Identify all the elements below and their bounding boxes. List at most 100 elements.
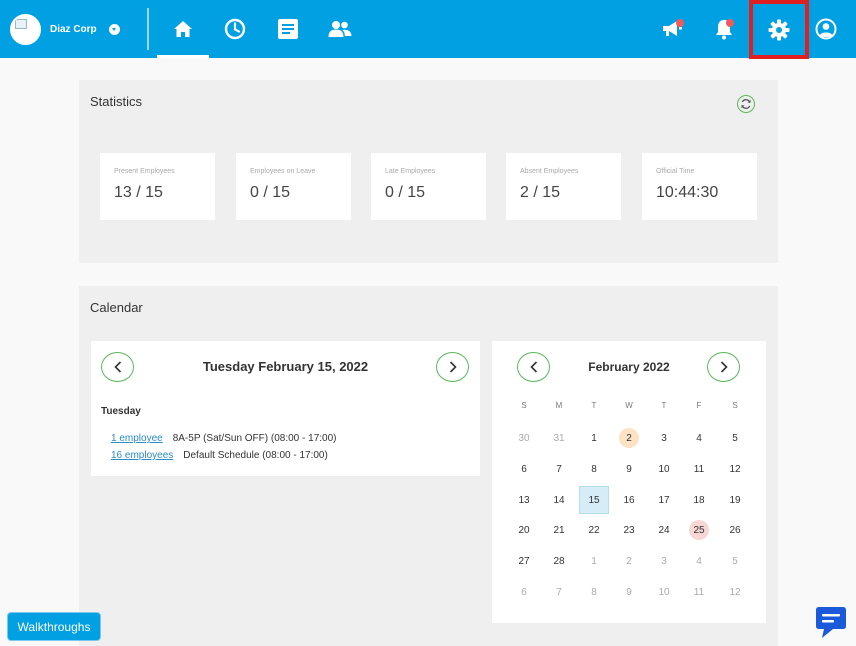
prev-month-button[interactable]: [517, 352, 550, 382]
calendar-day[interactable]: 12: [729, 586, 741, 598]
day-schedule-card: Tuesday February 15, 2022 Tuesday 1 empl…: [91, 341, 480, 476]
stat-card-late: Late Employees 0 / 15: [371, 153, 486, 220]
calendar-day[interactable]: 4: [696, 432, 702, 444]
weekday-label: F: [696, 401, 702, 410]
calendar-day[interactable]: 20: [518, 524, 530, 536]
stat-label: Present Employees: [114, 168, 175, 175]
next-day-button[interactable]: [436, 352, 469, 382]
calendar-day[interactable]: 10: [658, 586, 670, 598]
top-bar: Diaz Corp: [0, 0, 856, 59]
calendar-day[interactable]: 15: [579, 486, 609, 514]
chevron-right-icon: [720, 361, 728, 373]
refresh-button[interactable]: [737, 95, 755, 113]
calendar-day[interactable]: 10: [658, 463, 670, 475]
calendar-day[interactable]: 1: [591, 432, 597, 444]
statistics-title: Statistics: [90, 94, 143, 109]
stat-label: Late Employees: [385, 168, 436, 175]
employee-count-link[interactable]: 1 employee: [111, 433, 163, 444]
event-marker: 2: [619, 428, 639, 448]
walkthroughs-button[interactable]: Walkthroughs: [8, 613, 100, 640]
stat-label: Official Time: [656, 168, 695, 175]
calendar-day[interactable]: 24: [658, 524, 670, 536]
calendar-day[interactable]: 9: [626, 586, 632, 598]
people-icon: [328, 21, 352, 37]
statistics-panel: Statistics Present Employees 13 / 15 Emp…: [79, 80, 778, 263]
stat-card-on-leave: Employees on Leave 0 / 15: [236, 153, 351, 220]
company-logo: [10, 13, 41, 45]
calendar-day[interactable]: 12: [729, 463, 741, 475]
calendar-day[interactable]: 26: [729, 524, 741, 536]
gear-icon: [768, 19, 790, 40]
calendar-day[interactable]: 5: [732, 555, 738, 567]
calendar-day[interactable]: 11: [693, 463, 705, 475]
calendar-day[interactable]: 1: [591, 555, 597, 567]
calendar-day[interactable]: 2: [614, 424, 644, 452]
event-marker: 25: [689, 520, 709, 540]
calendar-day[interactable]: 3: [661, 432, 667, 444]
stat-label: Employees on Leave: [250, 168, 316, 175]
nav-home[interactable]: [157, 0, 209, 58]
stat-card-absent: Absent Employees 2 / 15: [506, 153, 621, 220]
calendar-day[interactable]: 9: [626, 463, 632, 475]
notifications-button[interactable]: [698, 0, 750, 58]
selected-date-title: Tuesday February 15, 2022: [202, 359, 369, 374]
stat-value: 0 / 15: [250, 184, 291, 201]
calendar-day[interactable]: 14: [553, 494, 565, 506]
weekday-label: S: [521, 401, 527, 410]
stat-value: 10:44:30: [656, 184, 719, 201]
calendar-day[interactable]: 8: [591, 586, 597, 598]
calendar-day[interactable]: 23: [623, 524, 635, 536]
calendar-day[interactable]: 18: [693, 494, 705, 506]
weekday-label: T: [591, 401, 597, 410]
profile-button[interactable]: [800, 0, 852, 58]
stat-value: 13 / 15: [114, 184, 163, 201]
weekday-label: S: [732, 401, 738, 410]
stat-card-present: Present Employees 13 / 15: [100, 153, 215, 220]
month-calendar-card: February 2022 S M T W T F S 30 31 1 2 3 4 5 6 7 8 9 10 11 12…: [492, 341, 766, 623]
calendar-day[interactable]: 22: [588, 524, 600, 536]
calendar-day[interactable]: 13: [518, 494, 530, 506]
nav-employees[interactable]: [314, 0, 366, 58]
prev-day-button[interactable]: [101, 352, 134, 382]
calendar-day[interactable]: 7: [556, 463, 562, 475]
calendar-day[interactable]: 27: [518, 555, 530, 567]
next-month-button[interactable]: [707, 352, 740, 382]
calendar-day[interactable]: 31: [553, 432, 565, 444]
calendar-day[interactable]: 30: [518, 432, 530, 444]
calendar-day[interactable]: 6: [521, 586, 527, 598]
announcements-button[interactable]: [646, 0, 698, 58]
nav-reports[interactable]: [262, 0, 314, 58]
calendar-day[interactable]: 28: [553, 555, 565, 567]
home-icon: [174, 21, 192, 37]
calendar-day[interactable]: 21: [553, 524, 565, 536]
calendar-title: Calendar: [90, 300, 143, 315]
calendar-panel: Calendar Tuesday February 15, 2022 Tuesd…: [79, 286, 778, 646]
calendar-day[interactable]: 4: [696, 555, 702, 567]
calendar-day[interactable]: 11: [693, 586, 705, 598]
company-name: Diaz Corp: [50, 23, 97, 35]
calendar-day[interactable]: 6: [521, 463, 527, 475]
calendar-day[interactable]: 17: [658, 494, 670, 506]
settings-button[interactable]: [749, 0, 809, 59]
notification-dot: [726, 19, 734, 27]
notification-dot: [676, 19, 684, 27]
chevron-left-icon: [113, 361, 121, 373]
calendar-day[interactable]: 19: [729, 494, 741, 506]
user-icon: [815, 18, 837, 40]
calendar-day[interactable]: 5: [732, 432, 738, 444]
clock-icon: [224, 18, 246, 40]
company-switcher[interactable]: Diaz Corp: [10, 13, 120, 45]
chevron-left-icon: [529, 361, 537, 373]
megaphone-icon: [663, 21, 682, 36]
nav-attendance[interactable]: [209, 0, 261, 58]
calendar-day[interactable]: 25: [684, 516, 714, 544]
calendar-day[interactable]: 2: [626, 555, 632, 567]
chat-icon: [816, 607, 846, 638]
calendar-day[interactable]: 16: [623, 494, 635, 506]
employee-count-link[interactable]: 16 employees: [111, 450, 174, 461]
calendar-day[interactable]: 3: [661, 555, 667, 567]
chat-button[interactable]: [813, 606, 849, 640]
calendar-day[interactable]: 8: [591, 463, 597, 475]
calendar-day[interactable]: 7: [556, 586, 562, 598]
chevron-right-icon: [449, 361, 457, 373]
